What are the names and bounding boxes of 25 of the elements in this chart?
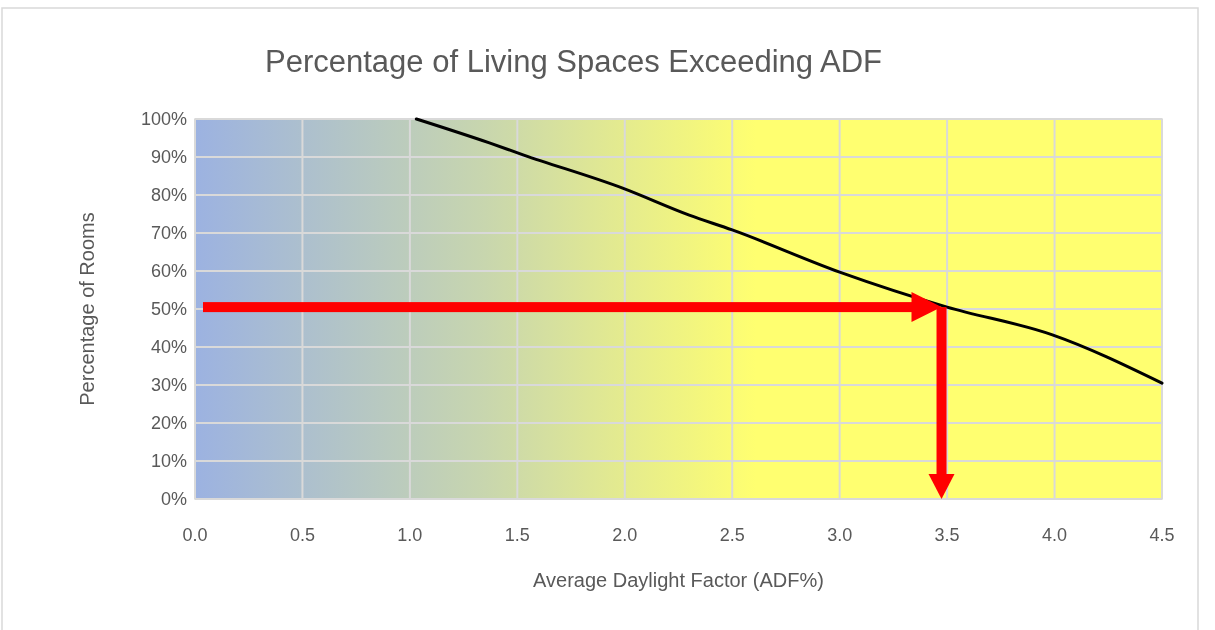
x-tick-label: 4.5 (1149, 525, 1175, 545)
y-tick-label: 20% (150, 413, 187, 434)
x-tick-label: 1.0 (397, 525, 423, 545)
x-tick-label: 2.5 (719, 525, 745, 545)
y-tick-label: 10% (150, 451, 187, 472)
y-tick-label: 80% (150, 185, 187, 206)
x-tick-label: 1.5 (504, 525, 530, 545)
x-tick-label: 3.5 (934, 525, 960, 545)
line-series (414, 117, 1164, 385)
chart-title: Percentage of Living Spaces Exceeding ADF (265, 44, 882, 79)
y-tick-label: 0% (160, 489, 187, 510)
y-tick-label: 60% (150, 261, 187, 282)
y-tick-label: 70% (150, 223, 187, 244)
y-axis-title: Percentage of Rooms (76, 212, 98, 406)
y-tick-label: 50% (150, 299, 187, 320)
x-tick-label: 2.0 (612, 525, 638, 545)
y-tick-label: 90% (150, 147, 187, 168)
x-tick-label: 3.0 (827, 525, 853, 545)
x-tick-label: 0.0 (182, 525, 208, 545)
y-tick-label: 40% (150, 337, 187, 358)
x-axis-title: Average Daylight Factor (ADF%) (533, 569, 824, 591)
x-tick-label: 4.0 (1042, 525, 1068, 545)
y-tick-label: 100% (140, 109, 187, 130)
y-tick-label: 30% (150, 375, 187, 396)
x-tick-label: 0.5 (289, 525, 315, 545)
